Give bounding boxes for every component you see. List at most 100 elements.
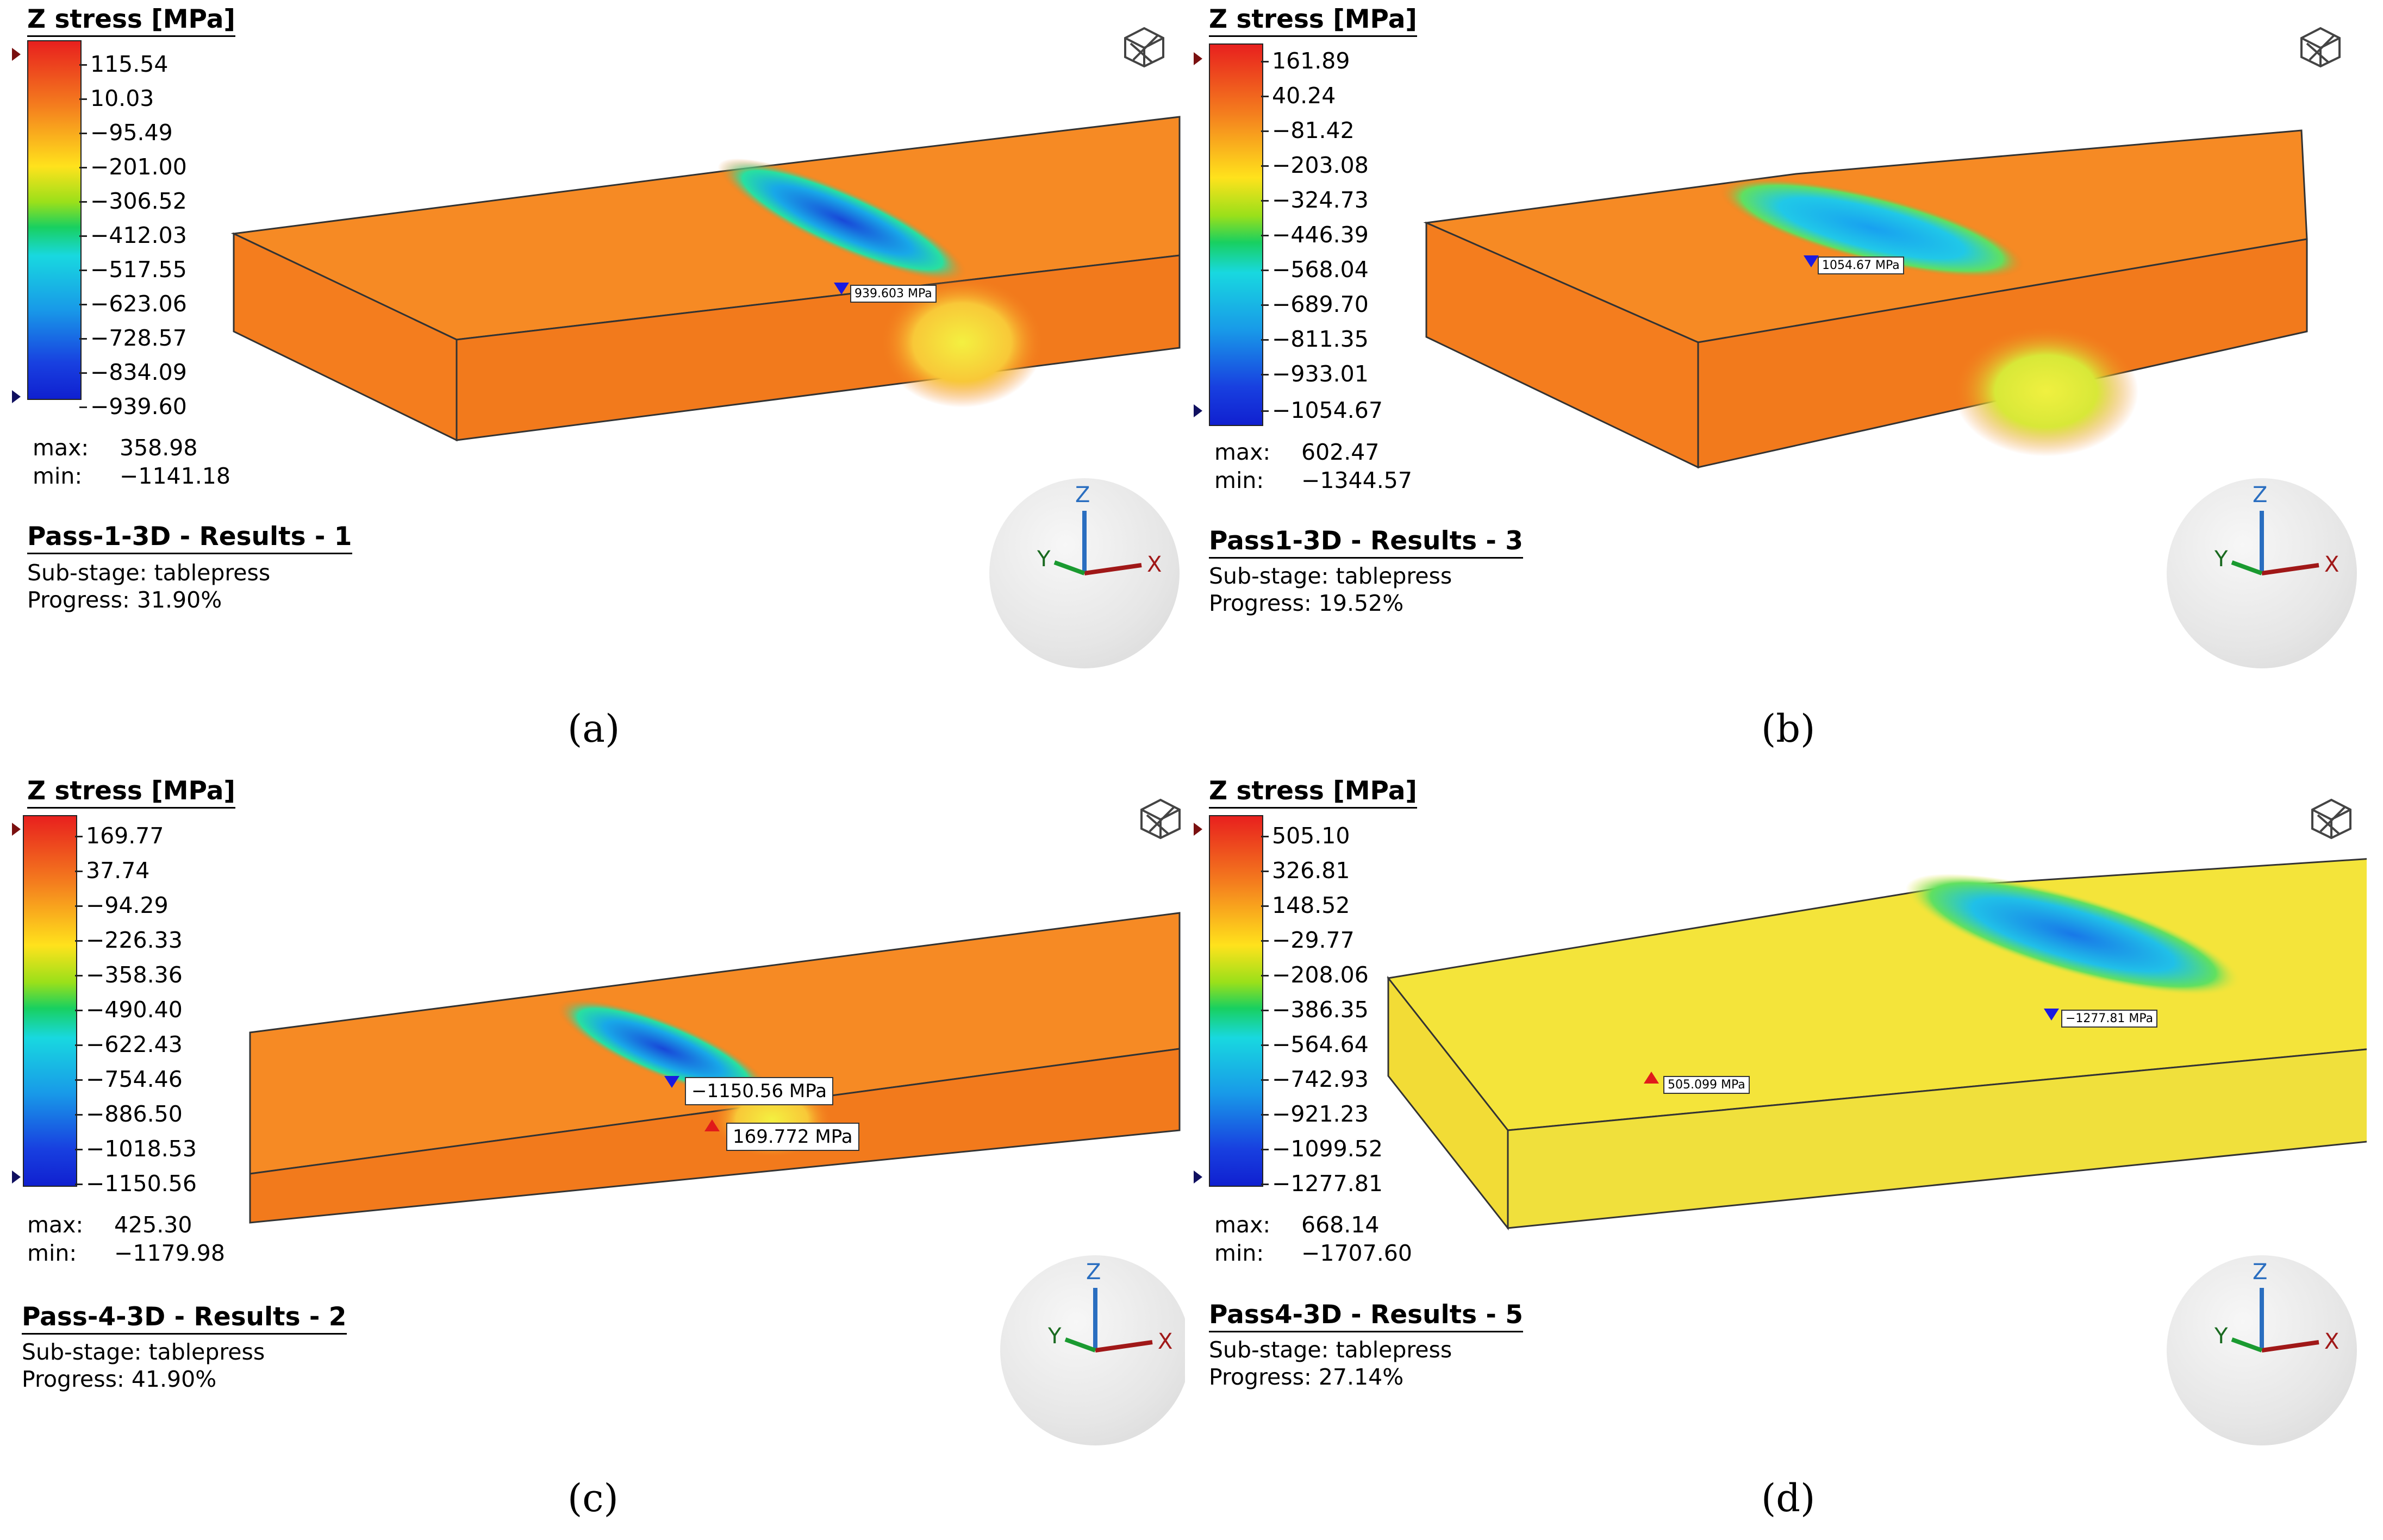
tick-label: −201.00 [90,154,187,180]
orientation-gizmo[interactable]: Z X Y [2167,478,2357,668]
y-axis-label: Y [1037,547,1051,572]
min-probe-label[interactable]: −1150.56 MPa [685,1077,834,1105]
legend-title: Z stress [MPa] [27,776,235,809]
scale-max-marker-icon[interactable] [1194,52,1202,65]
scale-min-marker-icon[interactable] [12,390,21,403]
view-cube-icon[interactable] [1136,793,1185,842]
progress-text: Progress: 31.90% [27,587,222,613]
max-probe-marker-icon[interactable] [704,1119,720,1131]
x-axis-label: X [2324,1329,2340,1354]
panel-d: Z stress [MPa] 505.10 326.81 148.52 −29.… [1193,772,2367,1451]
tick-label: 37.74 [86,857,150,884]
plate-model-a[interactable] [11,0,1185,679]
scale-min-marker-icon[interactable] [1194,1170,1202,1184]
tick-label: −689.70 [1272,291,1369,317]
tick-label: −939.60 [90,393,187,420]
min-probe-marker-icon[interactable] [2044,1009,2059,1021]
tick-label: −208.06 [1272,962,1369,988]
result-title: Pass-4-3D - Results - 2 [22,1302,347,1335]
scale-min-marker-icon[interactable] [12,1170,21,1184]
min-probe-marker-icon[interactable] [834,283,849,295]
min-probe-label[interactable]: 1054.67 MPa [1818,256,1904,274]
orientation-gizmo[interactable]: Z X Y [1000,1255,1185,1445]
color-scale [27,40,82,400]
caption-a: (a) [567,706,620,751]
y-axis-label: Y [1048,1324,1062,1349]
tick-label: −564.64 [1272,1031,1369,1057]
panel-b: Z stress [MPa] 161.89 40.24 −81.42 −203.… [1193,0,2367,679]
tick-label: −921.23 [1272,1101,1369,1127]
progress-text: Progress: 27.14% [1209,1364,1404,1390]
tick-label: −568.04 [1272,256,1369,283]
scale-min-marker-icon[interactable] [1194,404,1202,417]
min-readout: min: −1707.60 [1214,1240,1412,1266]
tick-label: 40.24 [1272,83,1336,109]
x-axis-label: X [2324,552,2340,577]
min-readout: min: −1141.18 [33,463,230,489]
max-probe-label[interactable]: 505.099 MPa [1663,1076,1750,1094]
result-title: Pass-1-3D - Results - 1 [27,522,352,554]
tick-label: −811.35 [1272,326,1369,352]
tick-label: −886.50 [86,1101,183,1127]
legend-title: Z stress [MPa] [1209,4,1417,37]
tick-label: 115.54 [90,51,169,77]
substage-text: Sub-stage: tablepress [27,560,271,586]
stress-concentration-b [1719,178,2025,279]
orientation-gizmo[interactable]: Z X Y [989,478,1180,668]
tick-label: 161.89 [1272,48,1350,74]
tick-label: −1150.56 [86,1170,197,1197]
plate-model-d[interactable] [1193,772,2367,1451]
orientation-gizmo[interactable]: Z X Y [2167,1255,2357,1445]
scale-max-marker-icon[interactable] [12,823,21,836]
tick-label: −95.49 [90,120,173,146]
tick-label: −933.01 [1272,361,1369,387]
substage-text: Sub-stage: tablepress [22,1339,265,1365]
result-title: Pass4-3D - Results - 5 [1209,1300,1523,1332]
min-probe-label[interactable]: 939.603 MPa [850,285,937,303]
tick-label: −81.42 [1272,117,1355,143]
view-cube-icon[interactable] [2296,22,2345,71]
max-readout: max: 602.47 [1214,439,1380,465]
plate-model-b[interactable] [1193,0,2367,679]
tick-label: −226.33 [86,927,183,953]
tick-label: −1277.81 [1272,1170,1383,1197]
caption-b: (b) [1761,706,1816,751]
legend-title: Z stress [MPa] [1209,776,1417,809]
view-cube-icon[interactable] [1120,22,1169,71]
scale-max-marker-icon[interactable] [12,48,21,61]
min-probe-marker-icon[interactable] [664,1076,679,1088]
tick-label: 10.03 [90,85,154,111]
scale-max-marker-icon[interactable] [1194,823,1202,836]
tick-label: −203.08 [1272,152,1369,178]
tick-label: −490.40 [86,997,183,1023]
substage-text: Sub-stage: tablepress [1209,1337,1452,1363]
max-probe-label[interactable]: 169.772 MPa [726,1123,859,1151]
min-probe-label[interactable]: −1277.81 MPa [2061,1010,2158,1028]
tick-label: −622.43 [86,1031,183,1057]
tick-label: 326.81 [1272,857,1350,884]
legend-title: Z stress [MPa] [27,4,235,37]
min-readout: min: −1179.98 [27,1240,225,1266]
tick-label: −517.55 [90,256,187,283]
z-axis-label: Z [1086,1260,1101,1285]
tick-label: −358.36 [86,962,183,988]
tick-label: 169.77 [86,823,164,849]
substage-text: Sub-stage: tablepress [1209,563,1452,589]
tick-label: −623.06 [90,291,187,317]
color-scale [1209,815,1263,1187]
tick-label: −1054.67 [1272,397,1383,423]
tick-label: 148.52 [1272,892,1350,918]
caption-d: (d) [1761,1476,1816,1520]
color-scale [23,815,77,1187]
tick-label: −754.46 [86,1066,183,1092]
tick-label: 505.10 [1272,823,1350,849]
panel-a: Z stress [MPa] 115.54 10.03 −95.49 −201.… [11,0,1185,679]
min-readout: min: −1344.57 [1214,467,1412,493]
view-cube-icon[interactable] [2307,793,2356,842]
y-axis-label: Y [2214,547,2228,572]
stress-concentration-d [1905,873,2241,996]
tick-label: −1099.52 [1272,1136,1383,1162]
max-probe-marker-icon[interactable] [1644,1072,1659,1084]
max-readout: max: 668.14 [1214,1212,1380,1238]
min-probe-marker-icon[interactable] [1804,255,1819,267]
